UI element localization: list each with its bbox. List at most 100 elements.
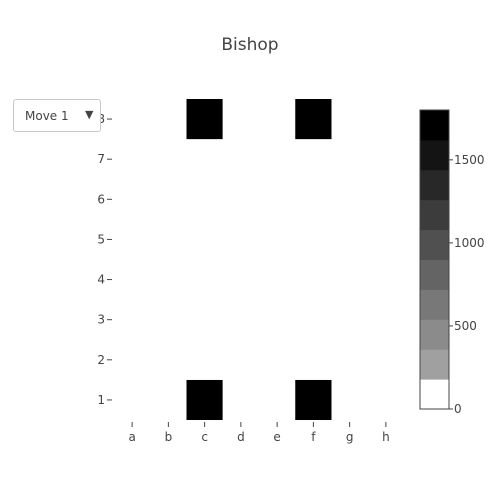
- heatmap-cell-d6: [222, 179, 259, 220]
- heatmap-cell-f7: [295, 139, 332, 180]
- heatmap-cell-b1: [150, 379, 187, 421]
- y-tick-label: 2: [97, 353, 105, 367]
- heatmap-cell-e6: [259, 179, 296, 220]
- heatmap-cell-a8: [114, 99, 151, 140]
- y-tick-label: 3: [97, 313, 105, 327]
- heatmap-cell-d7: [222, 139, 259, 180]
- heatmap-cell-c7: [186, 139, 223, 180]
- move-dropdown[interactable]: Move 1 ▼: [13, 99, 101, 132]
- heatmap-cell-e2: [259, 339, 296, 380]
- heatmap-cell-b8: [150, 99, 187, 140]
- colorbar-tick-label: 1000: [454, 236, 485, 250]
- chart-title: Bishop: [221, 35, 278, 55]
- heatmap-cells: [114, 99, 404, 421]
- colorbar-segment: [420, 199, 449, 231]
- colorbar: 0 500 1000 1500: [419, 109, 485, 416]
- heatmap-cell-b3: [150, 299, 187, 340]
- heatmap-cell-a6: [114, 179, 151, 220]
- heatmap-cell-d3: [222, 299, 259, 340]
- dropdown-arrow-icon: ▼: [85, 108, 94, 121]
- heatmap-cell-f1: [295, 379, 332, 421]
- heatmap-cell-f6: [295, 179, 332, 220]
- heatmap-cell-c1: [186, 379, 223, 421]
- heatmap-cell-f3: [295, 299, 332, 340]
- heatmap-cell-a1: [114, 379, 151, 421]
- heatmap-cell-f4: [295, 259, 332, 300]
- heatmap-cell-d4: [222, 259, 259, 300]
- heatmap-cell-h7: [367, 139, 404, 180]
- colorbar-outline: [419, 109, 450, 410]
- heatmap-cell-a4: [114, 259, 151, 300]
- x-tick-label: c: [201, 430, 208, 444]
- heatmap-cell-h2: [367, 339, 404, 380]
- heatmap-cell-h5: [367, 219, 404, 260]
- x-tick-label: e: [273, 430, 280, 444]
- colorbar-tick-label: 500: [454, 319, 477, 333]
- heatmap-cell-a2: [114, 339, 151, 380]
- heatmap-cell-d1: [222, 379, 259, 421]
- heatmap-cell-g8: [331, 99, 368, 140]
- heatmap-cell-g5: [331, 219, 368, 260]
- colorbar-segment: [420, 289, 449, 320]
- colorbar-segment: [420, 349, 449, 380]
- y-tick-label: 1: [97, 393, 105, 407]
- heatmap-cell-f2: [295, 339, 332, 380]
- heatmap-cell-c6: [186, 179, 223, 220]
- x-tick-label: a: [128, 430, 135, 444]
- move-dropdown-label: Move 1: [25, 109, 69, 123]
- heatmap-cell-c3: [186, 299, 223, 340]
- heatmap-cell-h3: [367, 299, 404, 340]
- x-tick-label: d: [237, 430, 245, 444]
- colorbar-tick-label: 1500: [454, 153, 485, 167]
- colorbar-segment: [420, 169, 449, 201]
- colorbar-segment: [420, 229, 449, 260]
- heatmap-cell-e4: [259, 259, 296, 300]
- x-tick-label: b: [165, 430, 173, 444]
- heatmap-cell-b2: [150, 339, 187, 380]
- heatmap-cell-c2: [186, 339, 223, 380]
- colorbar-segment: [420, 139, 449, 171]
- heatmap-cell-b7: [150, 139, 187, 180]
- y-axis-ticks: 1 2 3 4 5 6 7 8: [97, 112, 112, 407]
- heatmap-cell-h4: [367, 259, 404, 300]
- colorbar-segment: [420, 319, 449, 350]
- x-tick-label: h: [382, 430, 390, 444]
- y-tick-label: 6: [97, 192, 105, 206]
- heatmap-cell-g7: [331, 139, 368, 180]
- heatmap-cell-e7: [259, 139, 296, 180]
- heatmap-cell-b6: [150, 179, 187, 220]
- colorbar-segment: [420, 110, 449, 141]
- heatmap-cell-g3: [331, 299, 368, 340]
- heatmap-cell-d8: [222, 99, 259, 140]
- heatmap-cell-a7: [114, 139, 151, 180]
- heatmap-cell-c4: [186, 259, 223, 300]
- heatmap-cell-a3: [114, 299, 151, 340]
- heatmap-cell-d2: [222, 339, 259, 380]
- heatmap-cell-c5: [186, 219, 223, 260]
- y-tick-label: 8: [97, 112, 105, 126]
- heatmap-cell-a5: [114, 219, 151, 260]
- heatmap-cell-e3: [259, 299, 296, 340]
- y-tick-label: 7: [97, 152, 105, 166]
- heatmap-cell-e1: [259, 379, 296, 421]
- heatmap-cell-e5: [259, 219, 296, 260]
- y-tick-label: 4: [97, 273, 105, 287]
- heatmap-cell-g6: [331, 179, 368, 220]
- heatmap-cell-g1: [331, 379, 368, 421]
- heatmap-cell-g4: [331, 259, 368, 300]
- x-axis-ticks: a b c d e f g h: [128, 422, 390, 444]
- colorbar-segment: [420, 379, 449, 410]
- x-tick-label: f: [311, 430, 316, 444]
- heatmap-cell-d5: [222, 219, 259, 260]
- colorbar-tick-label: 0: [454, 402, 462, 416]
- heatmap-cell-b4: [150, 259, 187, 300]
- heatmap-cell-e8: [259, 99, 296, 140]
- x-tick-label: g: [346, 430, 354, 444]
- y-tick-label: 5: [97, 232, 105, 246]
- heatmap-cell-h1: [367, 379, 404, 421]
- heatmap-cell-g2: [331, 339, 368, 380]
- heatmap-cell-f8: [295, 99, 332, 140]
- heatmap-cell-c8: [186, 99, 223, 140]
- heatmap-cell-b5: [150, 219, 187, 260]
